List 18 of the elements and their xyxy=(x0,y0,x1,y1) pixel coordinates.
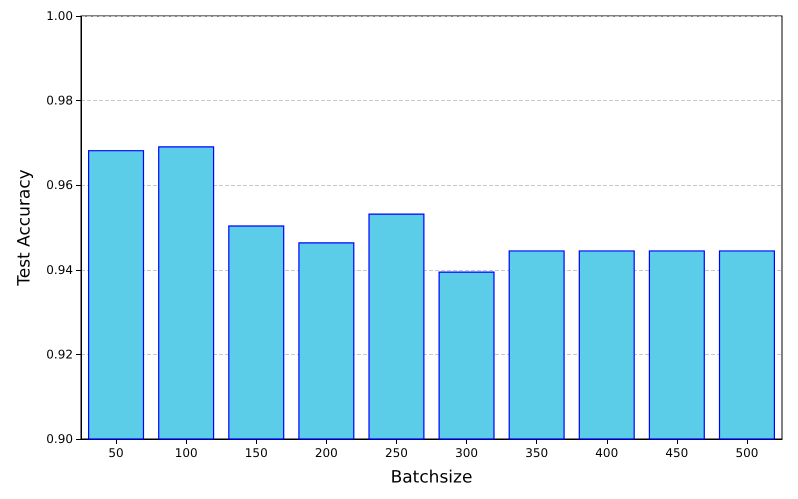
x-tick-label: 100 xyxy=(174,446,198,460)
y-axis-title: Test Accuracy xyxy=(14,169,34,287)
x-tick-label: 400 xyxy=(595,446,618,460)
y-tick-label: 0.96 xyxy=(46,178,73,192)
x-tick-label: 450 xyxy=(665,446,688,460)
x-axis-title: Batchsize xyxy=(390,468,472,488)
x-tick-label: 50 xyxy=(108,446,124,460)
x-tick-label: 200 xyxy=(314,446,338,460)
x-tick-label: 500 xyxy=(735,446,758,460)
y-tick-label: 0.98 xyxy=(46,94,73,108)
x-tick-label: 350 xyxy=(525,446,548,460)
y-tick-label: 0.94 xyxy=(46,262,73,277)
x-tick-label: 300 xyxy=(455,446,478,460)
y-tick-label: 0.92 xyxy=(46,347,73,362)
x-tick-label: 250 xyxy=(384,446,408,460)
x-tick-label: 150 xyxy=(244,446,268,460)
y-tick-label: 1.00 xyxy=(46,9,73,23)
y-tick-label: 0.90 xyxy=(46,432,73,446)
